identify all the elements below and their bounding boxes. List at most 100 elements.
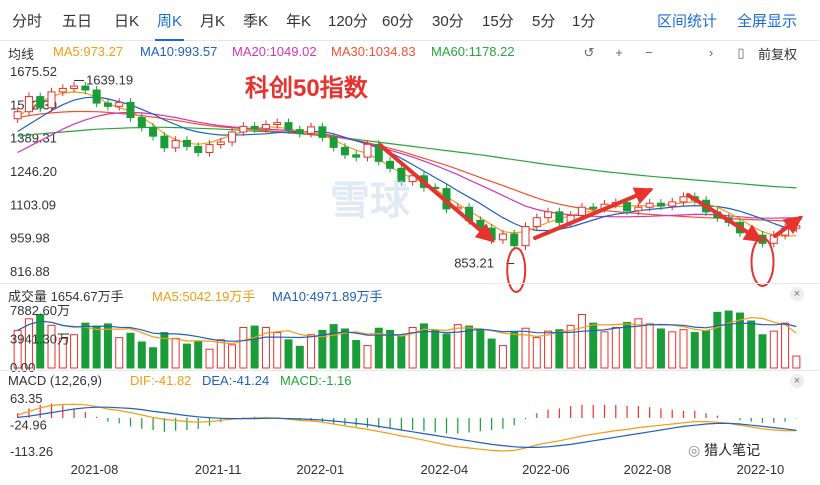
candle-up (24, 96, 33, 113)
ma20-line (17, 111, 797, 219)
volume-bar (160, 332, 169, 369)
candle-down (386, 160, 395, 169)
price-tick-label: 1389.31 (10, 131, 57, 146)
volume-bar (555, 329, 564, 369)
volume-bar (453, 324, 462, 369)
tab-15min[interactable]: 15分 (482, 13, 514, 30)
volume-bar (205, 348, 214, 369)
volume-bar (623, 321, 632, 369)
candle-up (228, 131, 237, 143)
candle-up (205, 144, 214, 153)
macd-dif-line (17, 403, 797, 452)
ma10-readout: MA10:993.57 (140, 44, 218, 59)
zoom-in-icon[interactable]: + (615, 45, 623, 60)
low-circle-annotation (506, 247, 527, 293)
volume-bar (634, 318, 643, 369)
volume-bar (182, 343, 191, 369)
volume-bar (792, 355, 801, 369)
tab-60min[interactable]: 60分 (382, 13, 414, 30)
candle-up (679, 196, 688, 203)
tab-minute[interactable]: 分时 (12, 13, 43, 30)
candle-up (47, 91, 56, 109)
candle-down (656, 202, 665, 207)
down-arrow-annotation-head (474, 223, 496, 243)
tab-120min[interactable]: 120分 (328, 13, 369, 30)
fullscreen-link[interactable]: 全屏显示 (737, 13, 798, 30)
candle-down (194, 145, 203, 153)
volume-bar (216, 339, 225, 369)
candle-down (284, 122, 293, 131)
wechat-icon: ◎ (688, 442, 705, 458)
candle-down (81, 85, 90, 91)
tab-five-day[interactable]: 五日 (62, 13, 93, 30)
volume-ma10-line (17, 320, 797, 342)
volume-bar (645, 323, 654, 369)
volume-bar (295, 345, 304, 369)
volume-label: 成交量 1654.67万手 (8, 289, 124, 304)
candle-down (510, 233, 519, 247)
tab-quarterly[interactable]: 季K (243, 13, 269, 30)
volume-bar (419, 323, 428, 369)
macd-hist-readout: MACD:-1.16 (280, 373, 352, 388)
tab-weekly[interactable]: 周K (154, 10, 185, 41)
candle-down (160, 135, 169, 149)
price-tick-label: 1246.20 (10, 164, 57, 179)
volume-bar (600, 331, 609, 369)
tab-yearly[interactable]: 年K (286, 13, 312, 30)
x-tick-label: 2022-01 (296, 462, 344, 477)
volume-bar (769, 330, 778, 369)
macd-tick-label: -113.26 (10, 444, 53, 459)
macd-dif-readout: DIF:-41.82 (130, 373, 192, 388)
divider-macd (0, 370, 820, 371)
volume-bar (724, 310, 733, 369)
x-tick-label: 2022-04 (421, 462, 469, 477)
volume-bar (577, 313, 586, 369)
step-forward-icon[interactable]: › (708, 45, 714, 60)
candle-down (340, 146, 349, 156)
volume-bar (70, 334, 79, 369)
macd-dea-readout: DEA:-41.24 (202, 373, 270, 388)
volume-bar (171, 337, 180, 369)
macd-label: MACD (12,26,9) (8, 373, 102, 388)
ma20-readout: MA20:1049.02 (232, 44, 317, 59)
macd-tick-label: -24.96 (10, 418, 47, 433)
high-label: 1639.19 (86, 72, 133, 87)
tab-daily[interactable]: 日K (114, 13, 140, 30)
ma60-line (17, 126, 797, 189)
ma5-readout: MA5:973.27 (53, 44, 124, 59)
candle-down (555, 211, 564, 223)
volume-bar (611, 327, 620, 369)
zoom-out-icon[interactable]: − (645, 45, 653, 60)
macd-tick-label: 63.35 (10, 391, 43, 406)
volume-bar (408, 327, 417, 369)
volume-bar (24, 318, 33, 369)
candle-down (182, 139, 191, 147)
adjust-mode-button[interactable]: 前复权 (758, 47, 798, 62)
tab-monthly[interactable]: 月K (200, 13, 226, 30)
volume-bar (103, 323, 112, 369)
volume-bar (702, 329, 711, 369)
tab-30min[interactable]: 30分 (432, 13, 464, 30)
interval-stats-link[interactable]: 区间统计 (657, 13, 718, 30)
volume-bar (273, 332, 282, 369)
split-icon[interactable]: ▯ (737, 45, 745, 60)
tab-5min[interactable]: 5分 (532, 13, 556, 30)
undo-icon[interactable]: ↺ (583, 45, 595, 60)
candle-up (171, 139, 180, 149)
volume-bar (521, 327, 530, 369)
volume-bar (374, 327, 383, 369)
volume-bar (284, 339, 293, 369)
volume-bar (228, 344, 237, 369)
macd-close-icon[interactable]: × (790, 374, 804, 388)
volume-bar (510, 331, 519, 369)
x-tick-label: 2021-08 (71, 462, 119, 477)
volume-bar (149, 347, 158, 369)
volume-bar (137, 341, 146, 369)
candle-down (126, 101, 135, 119)
volume-bar (747, 320, 756, 369)
volume-close-icon[interactable]: × (790, 287, 804, 301)
overlay-title: 科创50指数 (245, 75, 368, 102)
tab-1min[interactable]: 1分 (572, 13, 596, 30)
watermark-text: 雪球 (330, 179, 410, 223)
